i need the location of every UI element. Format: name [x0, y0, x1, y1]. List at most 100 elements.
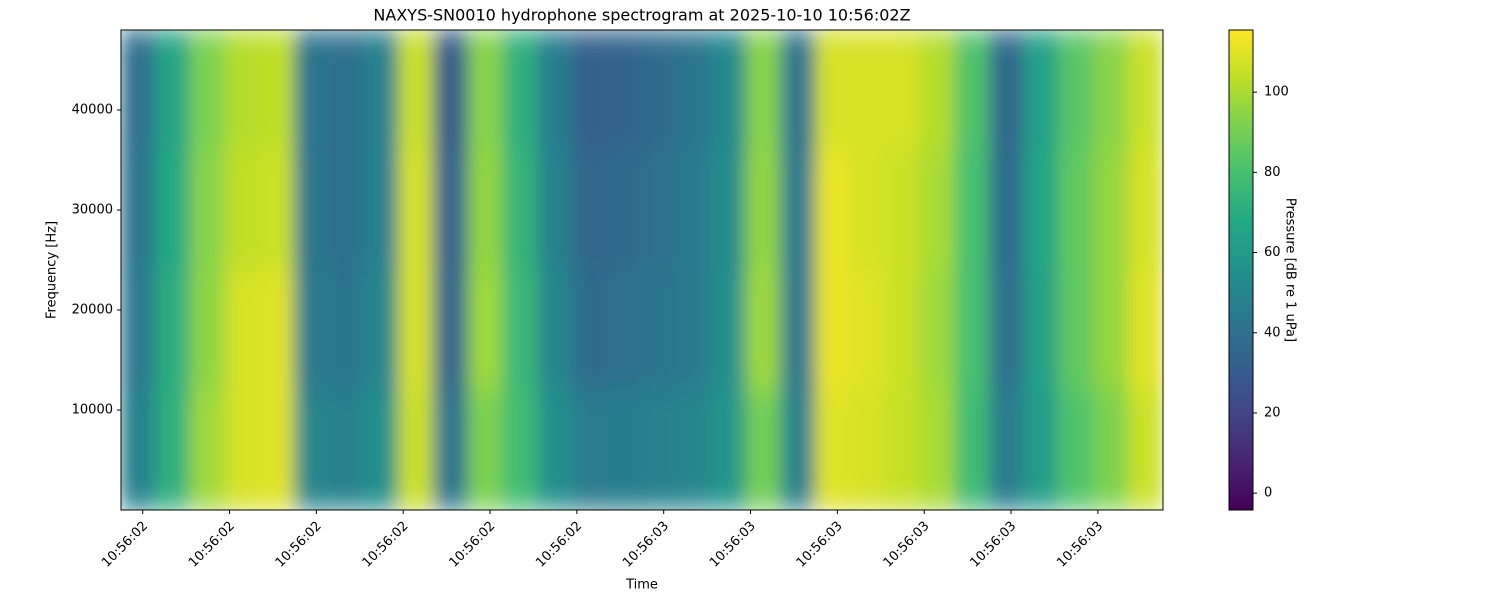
cell: [1058, 269, 1095, 391]
cell: [502, 149, 539, 271]
cell: [815, 149, 851, 271]
x-tick-label: 10:56:03: [620, 519, 672, 571]
cell: [328, 149, 365, 271]
cell: [1058, 389, 1095, 510]
cell: [745, 269, 782, 391]
cell: [572, 30, 608, 151]
cell: [328, 389, 365, 510]
cell: [1093, 269, 1129, 391]
cell: [294, 269, 330, 391]
y-tick-label: 10000: [72, 403, 113, 418]
cell: [537, 389, 574, 510]
cell: [328, 269, 365, 391]
x-tick-label: 10:56:03: [794, 519, 846, 571]
cell: [363, 30, 400, 151]
cell: [676, 30, 712, 151]
cell: [189, 389, 226, 510]
cell: [606, 269, 643, 391]
cell: [259, 269, 296, 391]
cell: [988, 269, 1025, 391]
cell: [780, 269, 817, 391]
cell: [1127, 389, 1163, 510]
cell: [433, 389, 469, 510]
cell: [606, 389, 643, 510]
y-axis-label: Frequency [Hz]: [45, 221, 60, 319]
cell: [606, 149, 643, 271]
cell: [988, 149, 1025, 271]
cell: [363, 149, 400, 271]
cell: [189, 149, 226, 271]
cell: [1058, 149, 1095, 271]
x-tick-label: 10:56:02: [273, 519, 325, 571]
x-axis-label: Time: [625, 578, 658, 593]
cell: [710, 149, 747, 271]
cell: [954, 149, 990, 271]
cell: [224, 269, 261, 391]
y-tick-label: 30000: [72, 203, 113, 218]
cell: [1023, 269, 1060, 391]
cell: [919, 269, 956, 391]
cell: [710, 30, 747, 151]
colorbar: [1228, 29, 1254, 511]
cell: [467, 269, 504, 391]
cell: [121, 149, 157, 271]
cell: [954, 30, 990, 151]
cell: [884, 269, 921, 391]
colorbar-tick-label: 100: [1264, 85, 1289, 100]
cell: [467, 149, 504, 271]
cell: [467, 389, 504, 510]
cell: [1023, 389, 1060, 510]
cell: [433, 269, 469, 391]
cell: [641, 30, 678, 151]
cell: [121, 389, 157, 510]
cell: [676, 149, 712, 271]
cell: [1023, 30, 1060, 151]
cell: [710, 389, 747, 510]
x-tick-label: 10:56:02: [533, 519, 585, 571]
x-tick-label: 10:56:02: [99, 519, 151, 571]
cell: [294, 149, 330, 271]
cell: [155, 269, 191, 391]
cell: [954, 389, 990, 510]
cell: [641, 389, 678, 510]
cell: [537, 269, 574, 391]
cell: [224, 389, 261, 510]
cell: [121, 30, 157, 151]
cell: [537, 149, 574, 271]
cell: [815, 30, 851, 151]
cell: [224, 30, 261, 151]
cell: [433, 149, 469, 271]
cell: [398, 30, 435, 151]
y-tick-label: 20000: [72, 303, 113, 318]
colorbar-tick-label: 40: [1264, 325, 1281, 340]
cell: [780, 389, 817, 510]
cell: [1127, 149, 1163, 271]
colorbar-label: Pressure [dB re 1 uPa]: [1283, 198, 1298, 342]
cell: [849, 30, 886, 151]
cell: [954, 269, 990, 391]
cell: [259, 149, 296, 271]
cell: [294, 389, 330, 510]
cell: [572, 269, 608, 391]
cell: [919, 389, 956, 510]
cell: [849, 269, 886, 391]
cell: [537, 30, 574, 151]
x-tick-label: 10:56:02: [446, 519, 498, 571]
cell: [224, 149, 261, 271]
x-tick-label: 10:56:03: [1054, 519, 1106, 571]
x-tick-label: 10:56:03: [967, 519, 1019, 571]
cell: [155, 149, 191, 271]
cell: [155, 30, 191, 151]
cell: [328, 30, 365, 151]
cell: [780, 149, 817, 271]
cell: [433, 30, 469, 151]
cell: [155, 389, 191, 510]
cell: [884, 389, 921, 510]
cell: [259, 389, 296, 510]
cell: [849, 149, 886, 271]
cell: [676, 389, 712, 510]
cell: [606, 30, 643, 151]
cell: [884, 30, 921, 151]
cell: [259, 30, 296, 151]
cell: [815, 389, 851, 510]
